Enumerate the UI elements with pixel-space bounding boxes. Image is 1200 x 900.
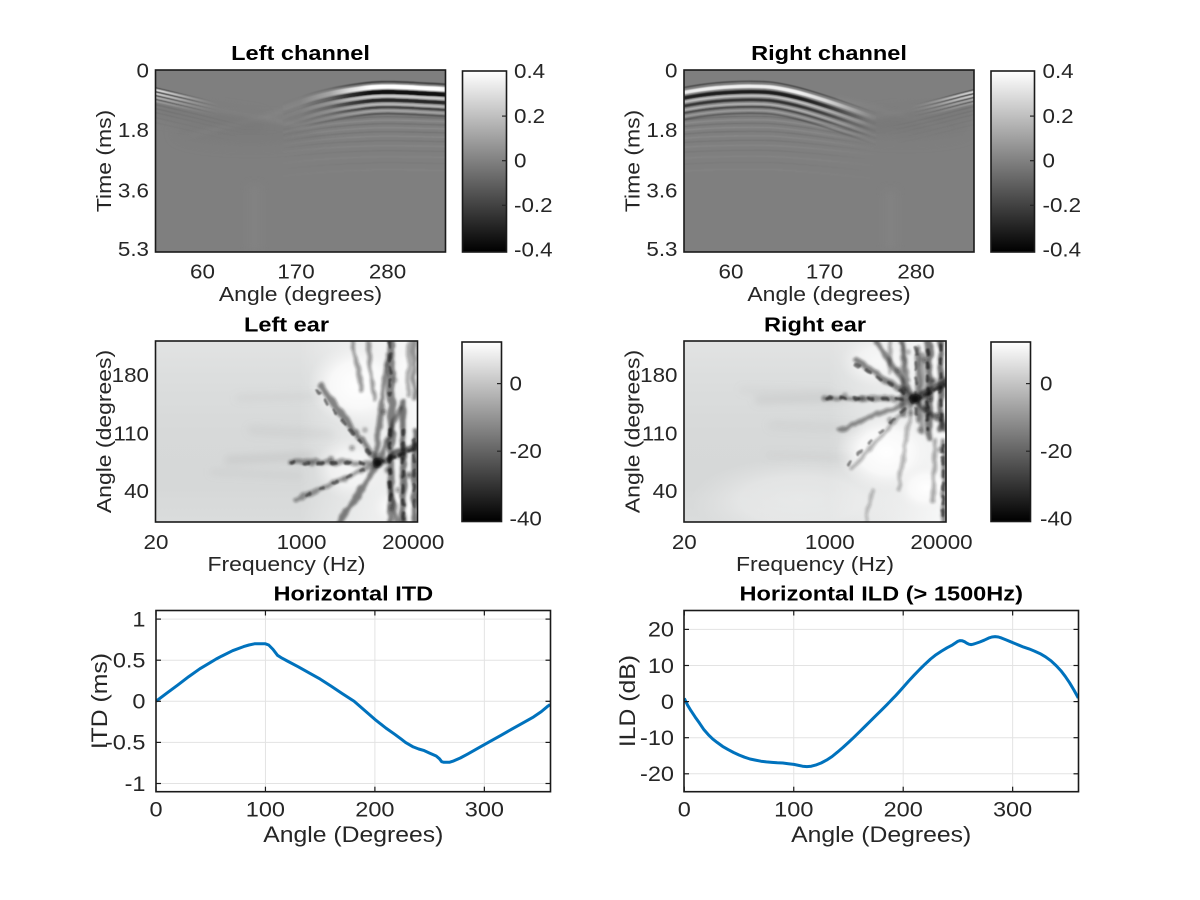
- svg-text:Right ear: Right ear: [764, 313, 867, 336]
- svg-text:200: 200: [884, 798, 923, 822]
- svg-text:Right channel: Right channel: [751, 41, 907, 64]
- svg-text:110: 110: [113, 423, 149, 445]
- svg-text:0: 0: [1043, 150, 1055, 172]
- svg-text:-0.5: -0.5: [105, 731, 146, 755]
- svg-text:3.6: 3.6: [118, 181, 149, 203]
- svg-text:100: 100: [246, 798, 285, 822]
- svg-text:-1: -1: [125, 772, 146, 796]
- svg-text:Time (ms): Time (ms): [621, 110, 645, 212]
- svg-text:0: 0: [132, 690, 145, 714]
- svg-text:0.4: 0.4: [1043, 61, 1074, 83]
- svg-text:-40: -40: [510, 509, 542, 531]
- svg-text:0: 0: [661, 690, 674, 714]
- svg-text:ITD (ms): ITD (ms): [88, 653, 113, 749]
- svg-text:Angle (degrees): Angle (degrees): [219, 282, 382, 306]
- svg-text:Angle (degrees): Angle (degrees): [92, 350, 116, 513]
- svg-text:0: 0: [137, 60, 149, 82]
- svg-text:Horizontal ILD (> 1500Hz): Horizontal ILD (> 1500Hz): [739, 582, 1022, 605]
- svg-text:-20: -20: [1040, 441, 1072, 463]
- svg-text:40: 40: [124, 481, 149, 503]
- svg-text:300: 300: [993, 798, 1032, 822]
- svg-text:0.4: 0.4: [514, 61, 545, 83]
- svg-text:20000: 20000: [382, 532, 444, 554]
- svg-text:60: 60: [719, 262, 744, 284]
- svg-text:180: 180: [640, 365, 677, 387]
- svg-text:5.3: 5.3: [118, 239, 149, 261]
- svg-text:ILD (dB): ILD (dB): [616, 655, 641, 747]
- svg-text:20: 20: [672, 532, 697, 554]
- svg-text:20: 20: [648, 618, 674, 642]
- svg-text:20: 20: [144, 532, 169, 554]
- svg-text:40: 40: [653, 481, 678, 503]
- svg-text:170: 170: [806, 262, 843, 284]
- svg-text:280: 280: [897, 262, 934, 284]
- svg-text:0: 0: [149, 798, 162, 822]
- svg-text:Left channel: Left channel: [231, 41, 370, 64]
- svg-text:-0.4: -0.4: [514, 240, 553, 262]
- svg-text:-0.2: -0.2: [1043, 195, 1082, 217]
- svg-text:280: 280: [369, 262, 406, 284]
- svg-text:1.8: 1.8: [118, 120, 149, 142]
- svg-text:Horizontal ITD: Horizontal ITD: [273, 582, 433, 605]
- svg-text:1.8: 1.8: [646, 120, 677, 142]
- svg-text:Angle (degrees): Angle (degrees): [747, 282, 910, 306]
- svg-text:0: 0: [665, 60, 677, 82]
- svg-text:0: 0: [1040, 373, 1052, 395]
- svg-text:20000: 20000: [910, 532, 972, 554]
- svg-text:0.5: 0.5: [113, 649, 146, 673]
- svg-text:-20: -20: [640, 762, 674, 786]
- svg-text:-0.2: -0.2: [514, 195, 553, 217]
- svg-text:Left ear: Left ear: [244, 313, 330, 336]
- svg-text:Angle (degrees): Angle (degrees): [621, 350, 645, 513]
- svg-text:Frequency (Hz): Frequency (Hz): [736, 552, 894, 576]
- svg-text:Time (ms): Time (ms): [92, 110, 116, 212]
- svg-text:Angle (Degrees): Angle (Degrees): [263, 823, 443, 848]
- svg-text:3.6: 3.6: [646, 181, 677, 203]
- svg-text:-40: -40: [1040, 509, 1072, 531]
- svg-text:5.3: 5.3: [646, 239, 677, 261]
- svg-text:300: 300: [465, 798, 504, 822]
- svg-text:-10: -10: [640, 726, 674, 750]
- svg-text:0: 0: [514, 150, 526, 172]
- svg-text:1: 1: [132, 608, 145, 632]
- svg-text:-20: -20: [510, 441, 542, 463]
- svg-text:200: 200: [355, 798, 394, 822]
- svg-text:-0.4: -0.4: [1043, 240, 1082, 262]
- svg-text:Angle (Degrees): Angle (Degrees): [791, 823, 971, 848]
- svg-text:0.2: 0.2: [1043, 106, 1074, 128]
- svg-text:170: 170: [277, 262, 314, 284]
- svg-text:0: 0: [510, 373, 522, 395]
- svg-text:1000: 1000: [277, 532, 327, 554]
- svg-text:0: 0: [678, 798, 691, 822]
- svg-text:10: 10: [648, 654, 674, 678]
- svg-text:180: 180: [112, 365, 149, 387]
- svg-text:Frequency (Hz): Frequency (Hz): [207, 552, 365, 576]
- svg-text:0.2: 0.2: [514, 106, 545, 128]
- svg-text:60: 60: [190, 262, 215, 284]
- svg-text:100: 100: [774, 798, 813, 822]
- svg-text:110: 110: [642, 423, 678, 445]
- svg-text:1000: 1000: [805, 532, 855, 554]
